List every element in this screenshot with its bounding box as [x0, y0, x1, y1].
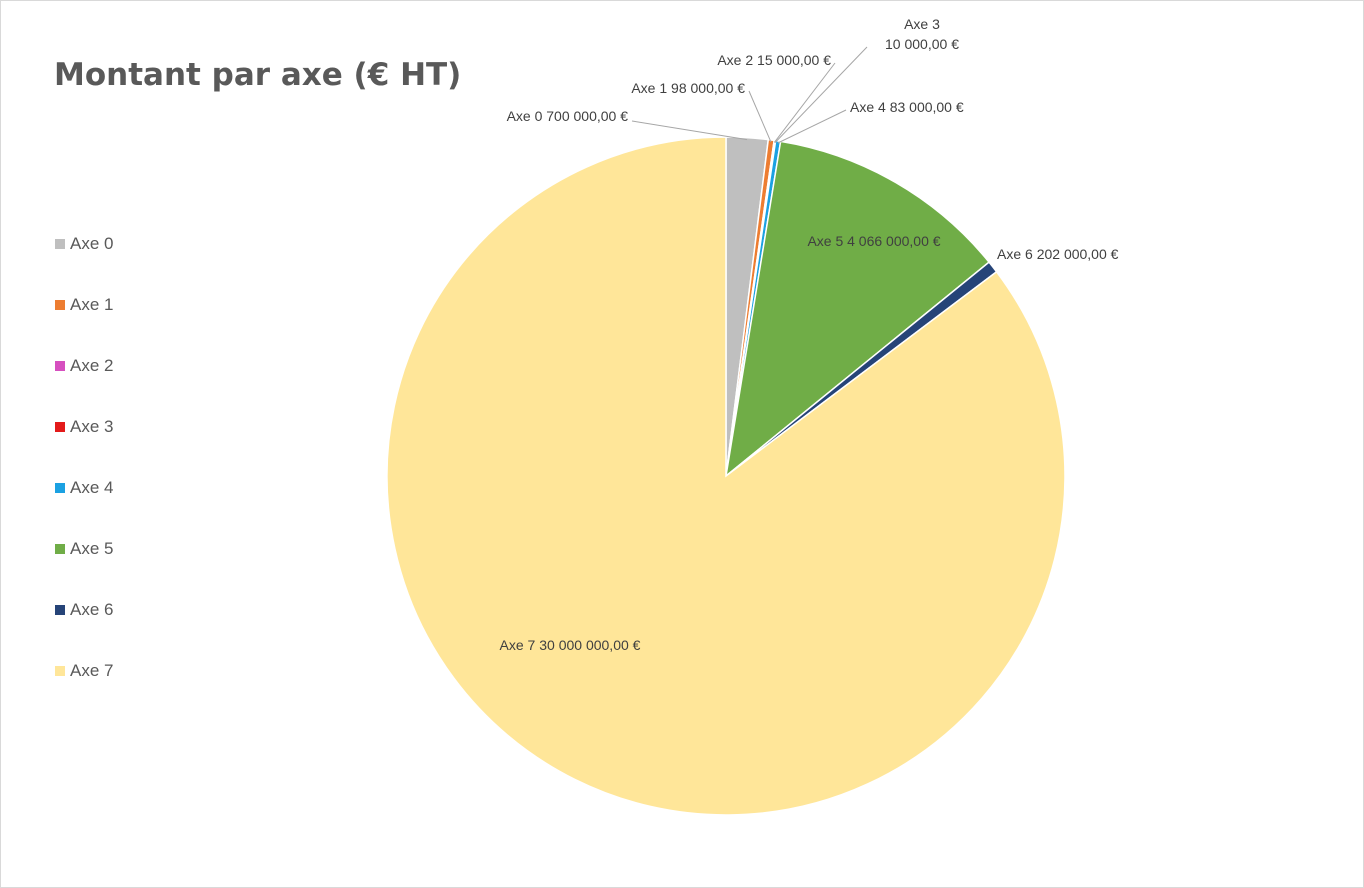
legend-label-axe-3: Axe 3: [70, 417, 114, 436]
legend-swatch-axe-7: [55, 666, 65, 676]
data-label-axe-0: Axe 0 700 000,00 €: [507, 108, 629, 124]
pie-slice-axe-7: [386, 136, 1066, 816]
legend-swatch-axe-5: [55, 544, 65, 554]
legend-item-axe-7: Axe 7: [55, 661, 113, 681]
legend-item-axe-3: Axe 3: [55, 417, 113, 437]
legend-swatch-axe-2: [55, 361, 65, 371]
pie-slice-axe-5: [724, 140, 991, 478]
legend-label-axe-0: Axe 0: [70, 234, 114, 253]
leader-line-axe-1: [748, 90, 772, 143]
legend-label-axe-4: Axe 4: [70, 478, 114, 497]
data-label-axe-4: Axe 4 83 000,00 €: [850, 99, 964, 115]
legend-item-axe-2: Axe 2: [55, 356, 113, 376]
leader-line-axe-0: [631, 120, 748, 141]
legend-item-axe-4: Axe 4: [55, 478, 113, 498]
legend-swatch-axe-6: [55, 605, 65, 615]
data-labels: Axe 0 700 000,00 €Axe 1 98 000,00 € Axe 2…: [500, 16, 1119, 653]
data-label-axe-7: Axe 7 30 000 000,00 €: [500, 637, 641, 653]
data-label-axe-6: Axe 6 202 000,00 €: [997, 246, 1119, 262]
leader-line-axe-3: [774, 46, 868, 143]
chart-title: Montant par axe (€ HT): [54, 57, 462, 93]
data-label-axe-1: Axe 1 98 000,00 €: [631, 80, 745, 96]
legend-item-axe-0: Axe 0: [55, 234, 113, 254]
legend-item-axe-6: Axe 6: [55, 600, 113, 620]
legend-item-axe-5: Axe 5: [55, 539, 113, 559]
legend-swatch-axe-1: [55, 300, 65, 310]
legend-label-axe-5: Axe 5: [70, 539, 114, 558]
pie-slices: [386, 136, 1066, 816]
legend-label-axe-7: Axe 7: [70, 661, 114, 680]
leader-line-axe-4: [777, 109, 847, 144]
legend-swatch-axe-0: [55, 239, 65, 249]
leader-line-axe-2: [773, 62, 836, 143]
legend-label-axe-1: Axe 1: [70, 295, 114, 314]
data-label-axe-2: Axe 2 15 000,00 €: [717, 52, 831, 68]
legend-swatch-axe-4: [55, 483, 65, 493]
legend-label-axe-2: Axe 2: [70, 356, 114, 375]
legend-label-axe-6: Axe 6: [70, 600, 114, 619]
leader-lines: [631, 46, 868, 144]
data-label-axe-5: Axe 5 4 066 000,00 €: [807, 233, 940, 249]
legend-item-axe-1: Axe 1: [55, 295, 113, 315]
legend-swatch-axe-3: [55, 422, 65, 432]
data-label-axe-3: Axe 3 10 000,00 €: [885, 16, 959, 52]
